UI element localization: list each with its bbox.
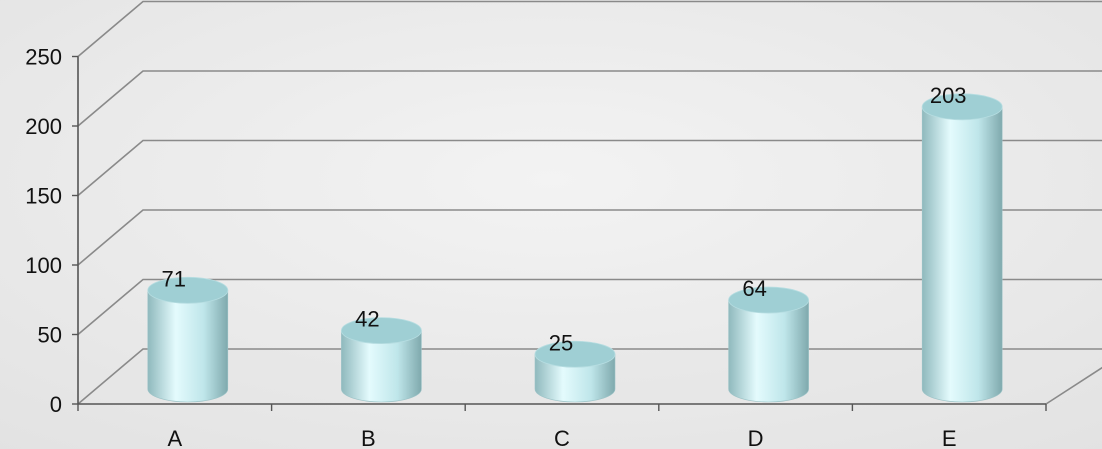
axes xyxy=(72,55,1047,411)
y-tick-label: 50 xyxy=(38,323,62,348)
x-tick-label: D xyxy=(748,426,764,449)
bar-B xyxy=(340,317,422,403)
bar-body xyxy=(728,299,809,403)
x-tick-label: B xyxy=(361,426,376,449)
y-tick-label: 0 xyxy=(50,392,62,417)
gridline-150 xyxy=(77,139,1102,197)
x-tick-label: E xyxy=(942,426,957,449)
data-label: 42 xyxy=(355,307,379,332)
bar-top xyxy=(534,340,616,368)
data-label: 25 xyxy=(549,330,573,355)
gridline-100 xyxy=(77,209,1102,266)
y-tick-label: 100 xyxy=(25,253,62,278)
bar-top xyxy=(728,286,809,314)
bar-body xyxy=(921,106,1003,403)
bar-D xyxy=(728,286,809,403)
data-label: 71 xyxy=(162,266,186,291)
bar-E xyxy=(921,93,1003,403)
data-label: 203 xyxy=(930,83,967,108)
bar-A xyxy=(147,276,229,403)
y-tick-label: 250 xyxy=(25,45,62,70)
bar-top xyxy=(921,93,1003,121)
data-labels: 71 42 25 64 203 xyxy=(162,83,967,355)
y-axis-tick-labels: 0 50 100 150 200 250 xyxy=(25,45,62,418)
x-tick-label: C xyxy=(554,426,570,449)
bar-top xyxy=(147,276,229,304)
bar-body xyxy=(147,290,229,403)
data-label: 64 xyxy=(742,276,766,301)
bar-C xyxy=(534,340,616,403)
bar-body xyxy=(534,353,616,403)
gridline-50 xyxy=(77,278,1102,336)
y-tick-label: 150 xyxy=(25,184,62,209)
gridline-250 xyxy=(77,0,1102,58)
x-tick-label: A xyxy=(167,426,182,449)
bar-top xyxy=(340,317,422,345)
bar-body xyxy=(341,330,422,403)
bars xyxy=(147,93,1003,403)
gridline-200 xyxy=(77,70,1102,127)
x-axis-tick-labels: A B C D E xyxy=(167,426,956,449)
floor-right-edge xyxy=(1045,366,1102,405)
y-tick-label: 200 xyxy=(25,114,62,139)
